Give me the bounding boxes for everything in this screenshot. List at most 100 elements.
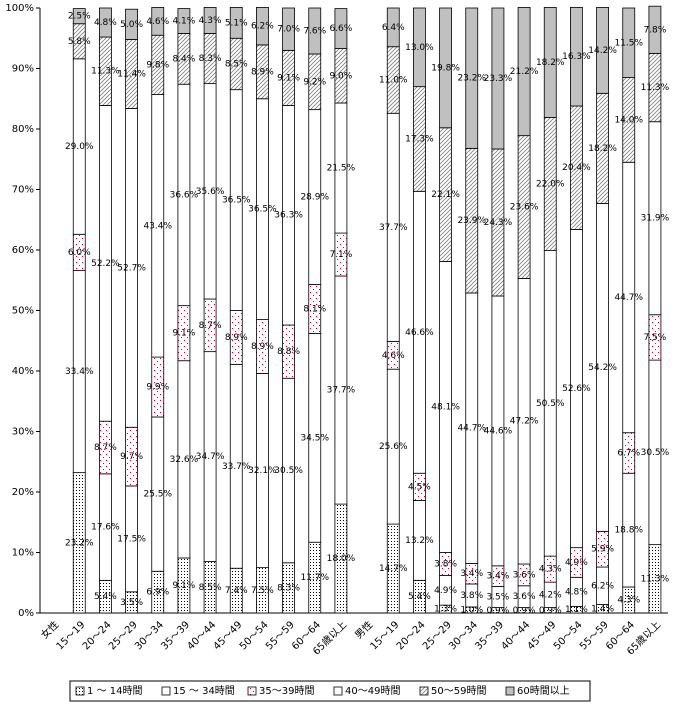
legend-swatch bbox=[247, 686, 257, 696]
value-label: 4.8% bbox=[94, 18, 117, 28]
value-label: 11.3% bbox=[641, 574, 670, 584]
value-label: 16.3% bbox=[562, 52, 591, 62]
value-label: 8.9% bbox=[251, 342, 274, 352]
value-label: 11.3% bbox=[641, 83, 670, 93]
value-label: 8.4% bbox=[172, 54, 195, 64]
value-label: 1.0% bbox=[460, 605, 483, 615]
bar-segment bbox=[282, 7, 295, 51]
value-label: 7.5% bbox=[643, 333, 666, 343]
value-label: 5.4% bbox=[408, 592, 431, 602]
value-label: 3.4% bbox=[460, 569, 483, 579]
y-tick-label: 10% bbox=[12, 548, 34, 559]
value-label: 4.2% bbox=[539, 590, 562, 600]
value-label: 3.6% bbox=[513, 570, 536, 580]
value-label: 52.2% bbox=[91, 259, 120, 269]
bar-segment bbox=[99, 7, 112, 38]
value-label: 23.2% bbox=[457, 74, 486, 84]
legend-swatch bbox=[505, 686, 515, 696]
value-label: 11.3% bbox=[91, 67, 120, 77]
value-label: 0.9% bbox=[513, 606, 536, 616]
legend-label: 60時間以上 bbox=[517, 685, 570, 697]
value-label: 5.4% bbox=[94, 592, 117, 602]
value-label: 25.6% bbox=[379, 442, 408, 452]
value-label: 4.3% bbox=[617, 595, 640, 605]
value-label: 17.5% bbox=[117, 534, 146, 544]
value-label: 14.0% bbox=[614, 115, 643, 125]
value-label: 5.9% bbox=[591, 545, 614, 555]
value-label: 5.0% bbox=[120, 20, 143, 30]
value-label: 17.6% bbox=[91, 523, 120, 533]
value-label: 11.4% bbox=[117, 69, 146, 79]
value-label: 6.7% bbox=[617, 448, 640, 458]
legend-label: 40～49時間 bbox=[345, 685, 400, 697]
legend-label: 1 ～ 14時間 bbox=[87, 685, 142, 697]
value-label: 9.1% bbox=[172, 329, 195, 339]
value-label: 6.0% bbox=[68, 248, 91, 258]
bar-segment bbox=[177, 8, 191, 34]
y-tick-label: 70% bbox=[12, 185, 34, 196]
value-label: 8.3% bbox=[277, 583, 300, 593]
value-label: 7.8% bbox=[643, 25, 666, 35]
bar-segment bbox=[334, 8, 348, 49]
value-label: 22.1% bbox=[431, 190, 460, 200]
legend-label: 35～39時間 bbox=[259, 685, 314, 697]
bar-segment bbox=[72, 8, 86, 25]
y-tick-label: 50% bbox=[12, 306, 34, 317]
value-label: 44.6% bbox=[484, 426, 513, 436]
value-label: 4.9% bbox=[434, 586, 457, 596]
y-tick-label: 60% bbox=[12, 245, 34, 256]
legend-swatch bbox=[419, 686, 429, 696]
value-label: 1.4% bbox=[591, 604, 614, 614]
value-label: 0.9% bbox=[486, 606, 509, 616]
value-label: 32.1% bbox=[248, 466, 277, 476]
bar-segment bbox=[413, 7, 426, 88]
value-label: 14.2% bbox=[588, 46, 617, 56]
bar-segment bbox=[125, 8, 138, 40]
value-label: 9.1% bbox=[172, 581, 195, 591]
value-label: 2.5% bbox=[68, 12, 91, 22]
value-label: 3.6% bbox=[513, 592, 536, 602]
value-label: 36.6% bbox=[170, 190, 199, 200]
value-label: 19.8% bbox=[431, 63, 460, 73]
value-label: 4.9% bbox=[565, 558, 588, 568]
value-label: 4.6% bbox=[382, 351, 405, 361]
value-label: 22.0% bbox=[536, 180, 565, 190]
value-label: 3.4% bbox=[486, 572, 509, 582]
value-label: 7.5% bbox=[251, 586, 274, 596]
y-tick-label: 40% bbox=[12, 366, 34, 377]
value-label: 18.2% bbox=[536, 58, 565, 68]
value-label: 37.7% bbox=[379, 223, 408, 233]
value-label: 36.5% bbox=[222, 196, 251, 206]
value-label: 35.6% bbox=[196, 187, 225, 197]
bar-segment bbox=[465, 7, 479, 149]
value-label: 7.1% bbox=[329, 250, 352, 260]
value-label: 8.5% bbox=[199, 583, 222, 593]
value-label: 18.2% bbox=[588, 144, 617, 154]
value-label: 13.0% bbox=[405, 43, 434, 53]
value-label: 34.7% bbox=[196, 452, 225, 462]
y-tick-label: 80% bbox=[12, 124, 34, 135]
value-label: 44.7% bbox=[614, 293, 643, 303]
value-label: 7.0% bbox=[277, 25, 300, 35]
value-label: 6.2% bbox=[591, 581, 614, 591]
value-label: 7.6% bbox=[303, 26, 326, 36]
value-label: 8.8% bbox=[277, 347, 300, 357]
value-label: 48.1% bbox=[431, 402, 460, 412]
value-label: 52.7% bbox=[117, 263, 146, 273]
legend-frame bbox=[69, 680, 591, 702]
value-label: 23.9% bbox=[457, 216, 486, 226]
y-tick-label: 20% bbox=[12, 487, 34, 498]
value-label: 34.5% bbox=[300, 433, 329, 443]
value-label: 29.0% bbox=[65, 142, 94, 152]
value-label: 31.9% bbox=[641, 214, 670, 224]
value-label: 36.5% bbox=[248, 205, 277, 215]
y-tick-label: 90% bbox=[12, 64, 34, 75]
value-label: 0.9% bbox=[539, 606, 562, 616]
bar-segment bbox=[517, 6, 531, 137]
value-label: 37.7% bbox=[327, 386, 356, 396]
bar-segment bbox=[308, 7, 322, 55]
value-label: 9.7% bbox=[120, 452, 143, 462]
bar-segment bbox=[386, 7, 400, 48]
value-label: 8.5% bbox=[225, 59, 248, 69]
